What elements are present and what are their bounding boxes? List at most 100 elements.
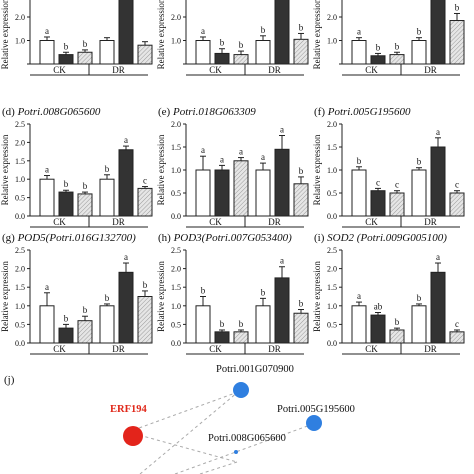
panel-4-sig-letter-3: b — [83, 181, 88, 191]
panel-4-bar-5 — [118, 149, 134, 217]
panel-6-y-tick-label: 0.5 — [327, 189, 337, 198]
panel-3-sig-letter-6: b — [455, 2, 460, 12]
panel-2-bar-6 — [293, 38, 309, 65]
panel-6-y-tick-label: 0.0 — [327, 212, 337, 221]
panel-7-sig-letter-3: b — [83, 305, 88, 315]
panel-3-y-tick-label: 1.0 — [327, 37, 337, 46]
panel-2-group-label-dr: DR — [268, 65, 281, 75]
node-erf194 — [123, 426, 143, 446]
panel-3-sig-letter-4: b — [417, 27, 422, 37]
panel-7-y-tick-label: 2.0 — [15, 265, 25, 274]
panel-2-y-tick-label: 1.0 — [171, 37, 181, 46]
panel-6-sig-letter-4: b — [417, 157, 422, 167]
panel-5-bar-4 — [255, 169, 271, 217]
panel-2-bar-2 — [214, 52, 230, 65]
panel-2-sig-letter-6: b — [299, 22, 304, 32]
panel-6-gene-name: Potri.005G195600 — [327, 106, 411, 118]
panel-3-y-tick-label: 2.0 — [327, 13, 337, 22]
panel-8-bar-5 — [274, 277, 290, 344]
panel-9-group-label-dr: DR — [424, 344, 437, 354]
panel-4-sig-letter-6: c — [143, 176, 147, 186]
panel-8-sig-letter-6: b — [299, 299, 304, 309]
panel-4-sig-letter-5: a — [124, 135, 128, 145]
panel-7-y-axis-title: Relative expression — [0, 261, 10, 332]
panel-1-y-axis-title: Relative expression — [0, 0, 10, 69]
panel-4-bar-1 — [39, 178, 55, 217]
panel-9-sig-letter-1: a — [357, 291, 361, 301]
panel-8-bar-1 — [195, 305, 211, 344]
panel-6-bar-3 — [389, 192, 405, 217]
panel-4-gene-name: Potri.008G065600 — [17, 106, 101, 118]
panel-5-title: (e) Potri.018G063309 — [158, 106, 256, 118]
panel-6-sig-letter-6: c — [455, 180, 459, 190]
panel-5-bar-2 — [214, 169, 230, 217]
panel-6-sig-letter-3: c — [395, 180, 399, 190]
panel-3-bar-6 — [449, 20, 465, 65]
panel-6-bar-1 — [351, 169, 367, 217]
panel-1-group-label-ck: CK — [53, 65, 66, 75]
panel-1-bar-6 — [137, 44, 153, 65]
node-erf194-label: ERF194 — [110, 404, 148, 415]
panel-5-bar-1 — [195, 169, 211, 217]
panel-2-sig-letter-1: a — [201, 26, 205, 36]
panel-8-sig-letter-1: b — [201, 286, 206, 296]
panel-9-gene-name: SOD2 (Potri.009G005100) — [327, 232, 447, 244]
panel-9-sig-letter-2: ab — [374, 301, 383, 311]
node-potri-008g065600-label: Potri.008G065600 — [208, 433, 286, 444]
panel-8-bar-4 — [255, 305, 271, 344]
panel-7-bar-5 — [118, 271, 134, 344]
node-potri-008g065600 — [234, 450, 238, 454]
panel-5-y-tick-label: 0.5 — [171, 189, 181, 198]
panel-1-y-tick-label: 2.0 — [15, 13, 25, 22]
panel-9-sig-letter-6: c — [455, 319, 459, 329]
panel-4-title: (d) Potri.008G065600 — [2, 106, 101, 118]
panel-7-group-label-ck: CK — [53, 344, 66, 354]
panel-5-y-tick-label: 1.0 — [171, 166, 181, 175]
panel-6-sig-letter-2: c — [376, 177, 380, 187]
panel-4-bar-4 — [99, 178, 115, 217]
panel-4-y-axis-title: Relative expression — [0, 134, 10, 205]
network-panel-letter: (j) — [4, 374, 15, 386]
panel-6: 0.0 0.5 1.0 1.5 2.0 Relative expression CK DR b c… — [312, 106, 465, 228]
panel-4-y-tick-label: 1.0 — [15, 175, 25, 184]
panel-8-group-label-dr: DR — [268, 344, 281, 354]
panel-2-y-axis-title: Relative expression — [156, 0, 166, 69]
panel-2-sig-letter-3: b — [239, 40, 244, 50]
panel-4-y-tick-label: 2.0 — [15, 138, 25, 147]
panel-3-bar-3 — [389, 54, 405, 65]
panel-1-bar-1 — [39, 40, 55, 65]
panel-7-y-tick-label: 2.5 — [15, 246, 25, 255]
panel-6-sig-letter-5: a — [436, 127, 440, 137]
panel-7-y-tick-label: 0.0 — [15, 339, 25, 348]
panel-9-y-tick-label: 1.0 — [327, 302, 337, 311]
panel-8: 0.0 0.5 1.0 1.5 2.0 2.5 Relative expression CK D… — [156, 232, 309, 355]
panel-8-sig-letter-4: b — [261, 287, 266, 297]
panel-5-sig-letter-6: b — [299, 166, 304, 176]
panel-6-y-axis-title: Relative expression — [312, 134, 322, 205]
panel-9-group-label-ck: CK — [365, 344, 378, 354]
panel-9-bar-6 — [449, 331, 465, 344]
panel-3-group-label-dr: DR — [424, 65, 437, 75]
panel-5-y-tick-label: 0.0 — [171, 212, 181, 221]
panel-6-y-tick-label: 2.0 — [327, 120, 337, 129]
panel-2-sig-letter-4: b — [261, 25, 266, 35]
panel-4-group-label-dr: DR — [112, 217, 125, 227]
node-potri-005g195600 — [306, 415, 322, 431]
panel-6-bar-4 — [411, 169, 427, 217]
panel-5-sig-letter-3: a — [239, 147, 243, 157]
panel-5-bar-5 — [274, 148, 290, 217]
panel-8-y-tick-label: 2.5 — [171, 246, 181, 255]
panel-8-y-tick-label: 0.5 — [171, 320, 181, 329]
edge-lower-005g195600 — [174, 423, 314, 474]
panel-4-group-label-ck: CK — [53, 217, 66, 227]
panel-3-y-axis-title: Relative expression — [312, 0, 322, 69]
panel-5-panel-letter: (e) — [158, 106, 173, 118]
panel-1-group-label-dr: DR — [112, 65, 125, 75]
panel-7-sig-letter-1: a — [45, 282, 49, 292]
panel-4-y-tick-label: 1.5 — [15, 157, 25, 166]
panel-1-bar-3 — [77, 51, 93, 65]
panel-8-bar-2 — [214, 331, 230, 344]
panel-6-y-tick-label: 1.5 — [327, 143, 337, 152]
panel-9-y-axis-title: Relative expression — [312, 261, 322, 332]
